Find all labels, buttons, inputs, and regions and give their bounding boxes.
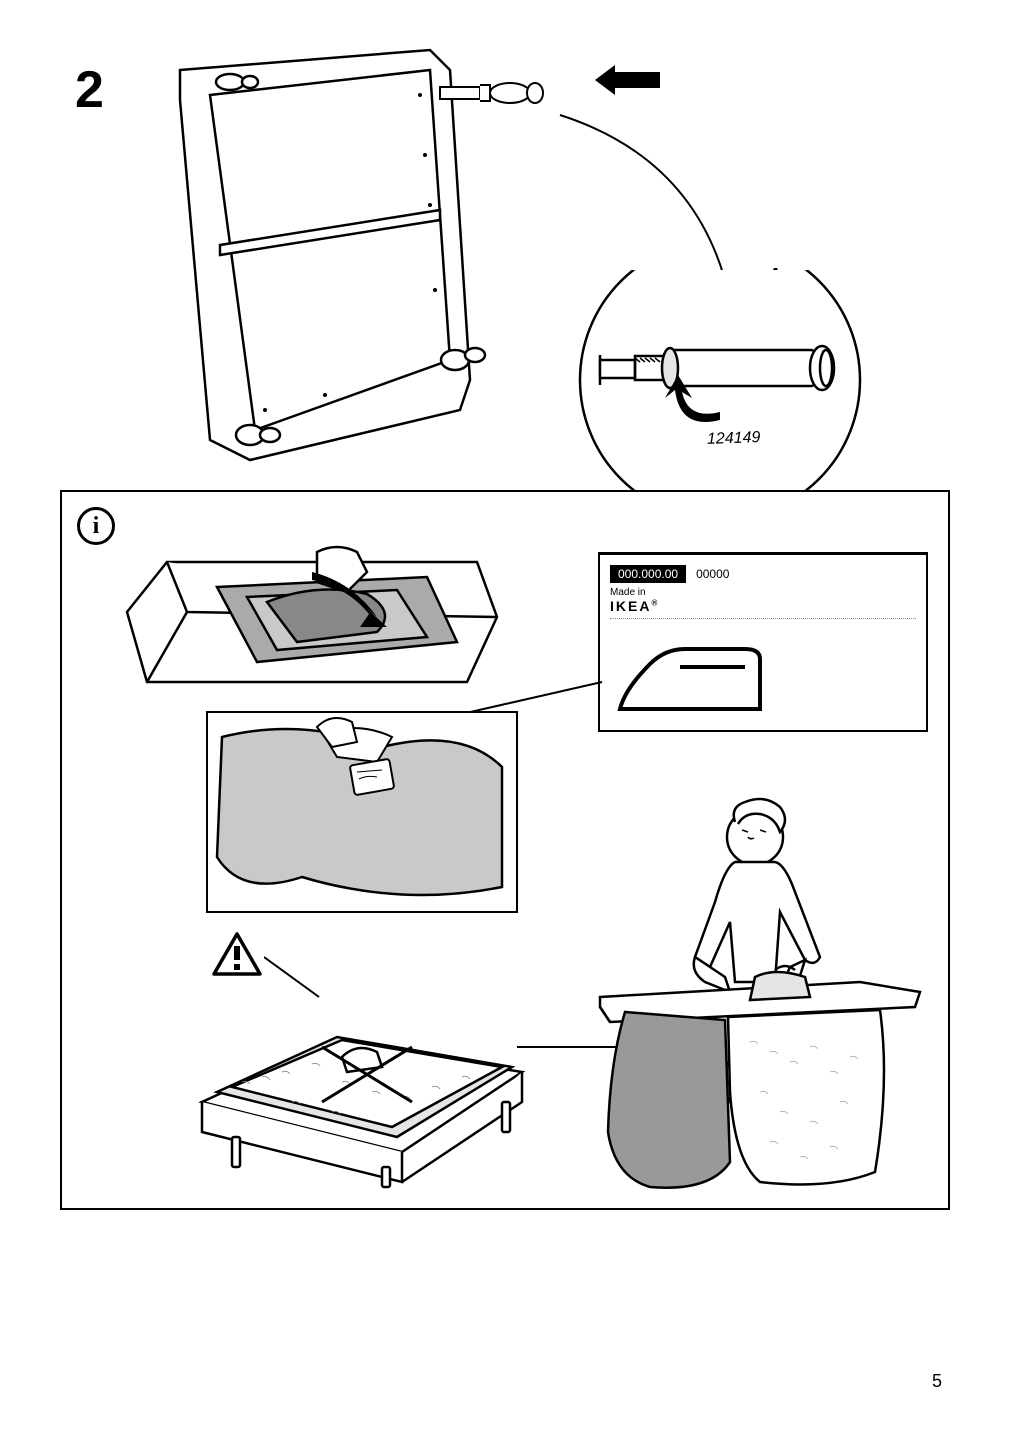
- label-code-1: 000.000.00: [610, 565, 686, 583]
- ikea-brand-label: IKEA®: [610, 598, 916, 614]
- do-not-iron-furniture-diagram: [182, 972, 542, 1192]
- page-number: 5: [932, 1371, 942, 1392]
- peg-insert-diagram: [435, 75, 575, 115]
- made-in-label: Made in: [610, 587, 916, 598]
- info-panel: i 000.000.00 00000 Made in: [60, 490, 950, 1210]
- fabric-tag-diagram: [202, 707, 522, 917]
- person-ironing-diagram: [580, 782, 930, 1202]
- assembly-diagram-top: 4x 124149: [150, 40, 910, 470]
- instruction-page: 2: [0, 0, 1012, 1432]
- direction-arrow-icon: [590, 60, 670, 100]
- detail-circle-diagram: [570, 270, 870, 490]
- iron-care-icon: [610, 639, 770, 719]
- part-number: 124149: [706, 429, 760, 449]
- step-number: 2: [75, 60, 104, 120]
- label-code-2: 00000: [696, 567, 729, 581]
- warning-icon: [212, 932, 262, 977]
- care-label-box: 000.000.00 00000 Made in IKEA®: [598, 552, 928, 732]
- info-icon: i: [77, 507, 115, 545]
